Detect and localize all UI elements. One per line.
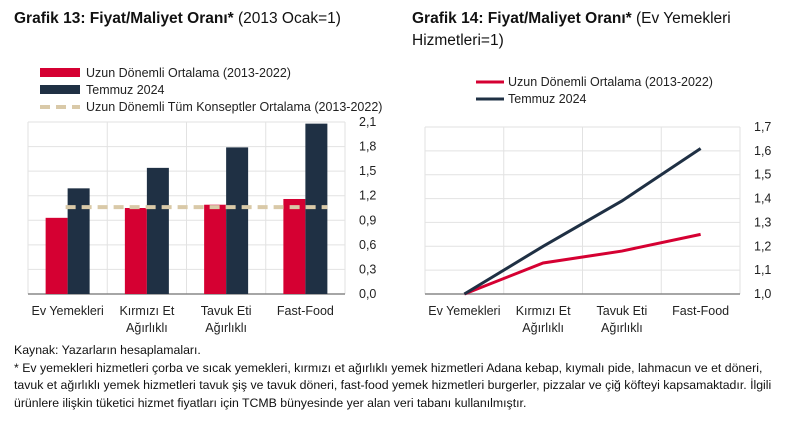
chart14-title-rest: (Ev Yemekleri Hizmetleri=1) — [412, 10, 731, 49]
legend-label: Uzun Dönemli Tüm Konseptler Ortalama (20… — [86, 100, 382, 114]
legend-label: Temmuz 2024 — [508, 92, 587, 106]
bar — [124, 208, 147, 294]
bar — [67, 188, 90, 294]
x-tick-label: Tavuk Eti — [201, 304, 252, 318]
legend-label: Uzun Dönemli Ortalama (2013-2022) — [86, 66, 291, 80]
y-tick-label: 1,6 — [754, 144, 771, 158]
x-tick-label: Tavuk Eti — [597, 304, 648, 318]
x-tick-label: Ağırlıklı — [126, 321, 168, 335]
y-tick-label: 1,2 — [359, 189, 376, 203]
y-tick-label: 0,6 — [359, 238, 376, 252]
chart13-title: Grafik 13: Fiyat/Maliyet Oranı* (2013 Oc… — [14, 8, 404, 30]
y-tick-label: 1,2 — [754, 239, 771, 253]
bar — [283, 198, 306, 294]
x-tick-label: Fast-Food — [277, 304, 334, 318]
y-tick-label: 1,5 — [359, 164, 376, 178]
y-tick-label: 1,1 — [754, 263, 771, 277]
legend-swatch — [40, 68, 80, 77]
bar — [146, 167, 169, 294]
x-tick-label: Kırmızı Et — [119, 304, 174, 318]
x-tick-label: Ağırlıklı — [601, 321, 643, 335]
y-tick-label: 1,4 — [754, 192, 771, 206]
x-tick-label: Fast-Food — [672, 304, 729, 318]
chart14-title-bold: Grafik 14: Fiyat/Maliyet Oranı* — [412, 10, 632, 27]
series-line — [463, 232, 701, 296]
chart13-title-bold: Grafik 13: Fiyat/Maliyet Oranı* — [14, 10, 234, 27]
x-tick-label: Ev Yemekleri — [428, 304, 500, 318]
y-tick-label: 0,0 — [359, 287, 376, 301]
x-tick-label: Ev Yemekleri — [31, 304, 103, 318]
y-tick-label: 1,0 — [754, 287, 771, 301]
series-line — [463, 147, 702, 296]
x-tick-label: Kırmızı Et — [516, 304, 571, 318]
x-tick-label: Ağırlıklı — [522, 321, 564, 335]
source-note: Kaynak: Yazarların hesaplamaları. — [14, 343, 201, 357]
bar — [305, 123, 328, 294]
y-tick-label: 1,7 — [754, 120, 771, 134]
footnote: * Ev yemekleri hizmetleri çorba ve sıcak… — [14, 360, 772, 410]
chart14-title: Grafik 14: Fiyat/Maliyet Oranı* (Ev Yeme… — [412, 8, 792, 52]
y-tick-label: 2,1 — [359, 115, 376, 129]
y-tick-label: 1,3 — [754, 215, 771, 229]
legend-label: Temmuz 2024 — [86, 83, 165, 97]
legend-swatch — [40, 85, 80, 94]
x-tick-label: Ağırlıklı — [205, 321, 247, 335]
y-tick-label: 0,3 — [359, 262, 376, 276]
notes: Kaynak: Yazarların hesaplamaları. * Ev y… — [14, 342, 784, 412]
bar — [45, 217, 68, 294]
y-tick-label: 1,8 — [359, 140, 376, 154]
y-tick-label: 0,9 — [359, 213, 376, 227]
chart13-title-rest: (2013 Ocak=1) — [233, 10, 341, 27]
bar — [204, 204, 227, 294]
y-tick-label: 1,5 — [754, 168, 771, 182]
legend-label: Uzun Dönemli Ortalama (2013-2022) — [508, 75, 713, 89]
charts-svg: 0,0 0,3 0,6 0,9 1,2 1,5 1,8 2,1 Ev Yemekleri Kırm… — [27, 66, 771, 335]
bar — [226, 147, 249, 294]
